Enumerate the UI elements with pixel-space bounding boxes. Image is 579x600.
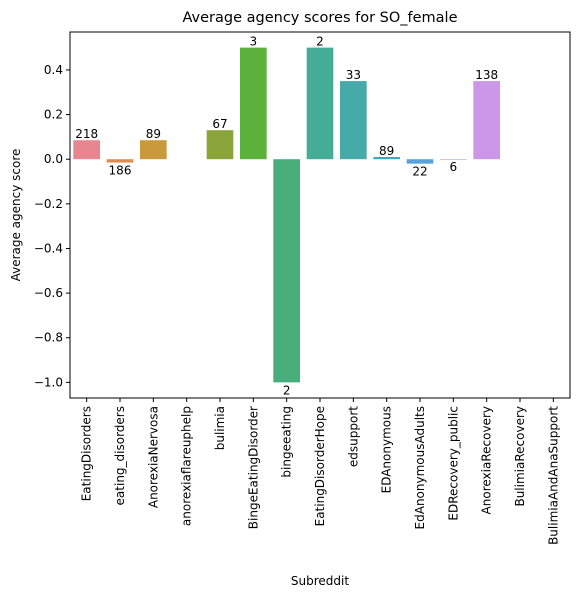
bar-AnorexiaNervosa — [140, 140, 167, 160]
bar-eating_disorders — [106, 159, 134, 163]
x-tick-label-BulimiaRecovery: BulimiaRecovery — [513, 406, 527, 507]
x-tick-label-EatingDisorderHope: EatingDisorderHope — [313, 406, 327, 526]
x-tick-label-BingeEatingDisorder: BingeEatingDisorder — [246, 406, 260, 529]
bar-label-BingeEatingDisorder: 3 — [250, 35, 258, 49]
y-tick-label: −1.0 — [34, 375, 63, 389]
bar-EDAnonymous — [373, 156, 400, 160]
bar-label-AnorexiaNervosa: 89 — [146, 127, 161, 141]
x-tick-label-edsupport: edsupport — [346, 406, 360, 467]
y-tick-label: −0.2 — [34, 197, 63, 211]
y-tick-label: 0.0 — [44, 152, 63, 166]
x-tick-label-EdAnonymousAdults: EdAnonymousAdults — [413, 406, 427, 529]
bar-EdAnonymousAdults — [406, 159, 434, 164]
y-tick-label: 0.4 — [44, 63, 63, 77]
y-tick-label: 0.2 — [44, 108, 63, 122]
y-tick-label: −0.4 — [34, 241, 63, 255]
x-tick-label-AnorexiaRecovery: AnorexiaRecovery — [480, 406, 494, 514]
bar-EDRecovery_public — [440, 159, 467, 160]
x-tick-label-bulimia: bulimia — [213, 406, 227, 450]
bar-BingeEatingDisorder — [240, 47, 267, 160]
bar-EatingDisorders — [73, 140, 100, 160]
bar-label-bulimia: 67 — [212, 117, 227, 131]
bar-label-eating_disorders: 186 — [109, 164, 132, 178]
bar-EatingDisorderHope — [306, 47, 334, 160]
bar-bulimia — [206, 130, 234, 160]
bar-label-EdAnonymousAdults: 22 — [412, 165, 427, 179]
x-tick-label-eating_disorders: eating_disorders — [113, 406, 127, 505]
bar-label-EatingDisorders: 218 — [75, 127, 98, 141]
x-tick-label-EatingDisorders: EatingDisorders — [80, 406, 94, 501]
y-tick-label: −0.8 — [34, 331, 63, 345]
x-axis: EatingDisorders eating_disorders AnorexiaN… — [80, 398, 560, 545]
bar-bingeeating — [273, 159, 300, 383]
bar-label-EDRecovery_public: 6 — [450, 160, 458, 174]
x-tick-label-bingeeating: bingeeating — [280, 406, 294, 478]
x-tick-label-BulimiaAndAnaSupport: BulimiaAndAnaSupport — [546, 406, 560, 545]
bars-group — [73, 47, 500, 383]
y-axis-label: Average agency score — [9, 149, 23, 282]
x-tick-label-AnorexiaNervosa: AnorexiaNervosa — [146, 406, 160, 508]
x-tick-label-EDRecovery_public: EDRecovery_public — [446, 406, 460, 521]
bar-edsupport — [340, 81, 367, 160]
x-tick-label-anorexiaflareuphelp: anorexiaflareuphelp — [180, 406, 194, 526]
bar-label-EatingDisorderHope: 2 — [316, 35, 324, 49]
y-axis: −1.0 −0.8 −0.6 −0.4 −0.2 0.0 0.2 0.4 — [34, 63, 70, 389]
bar-label-AnorexiaRecovery: 138 — [475, 68, 498, 82]
bar-label-EDAnonymous: 89 — [379, 144, 394, 158]
bar-label-edsupport: 33 — [346, 68, 361, 82]
chart-title: Average agency scores for SO_female — [182, 10, 457, 26]
y-tick-label: −0.6 — [34, 286, 63, 300]
bar-AnorexiaRecovery — [473, 81, 500, 160]
x-tick-label-EDAnonymous: EDAnonymous — [380, 406, 394, 493]
x-axis-label: Subreddit — [291, 574, 349, 588]
bar-label-bingeeating: 2 — [283, 383, 291, 397]
